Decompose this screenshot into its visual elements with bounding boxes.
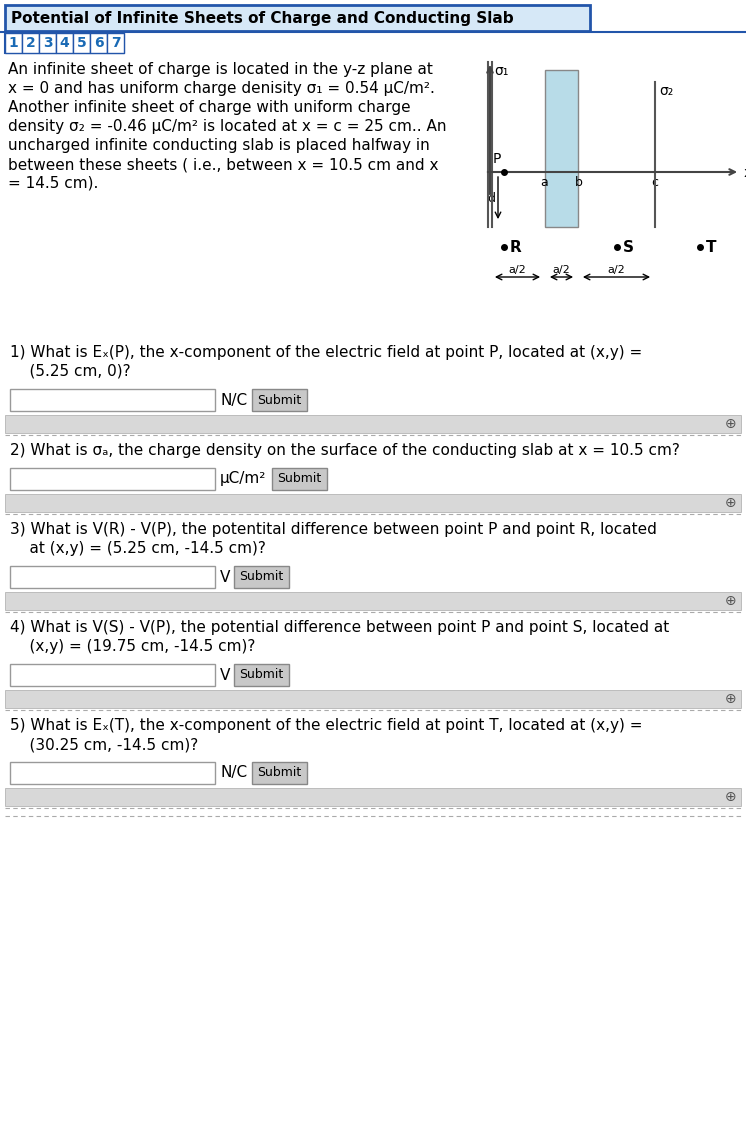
Text: 3: 3 — [43, 37, 52, 50]
Text: An infinite sheet of charge is located in the y-z plane at: An infinite sheet of charge is located i… — [8, 62, 433, 77]
Bar — [73, 33, 90, 53]
Text: 2: 2 — [25, 37, 35, 50]
Text: ⊕: ⊕ — [724, 417, 736, 431]
Bar — [56, 33, 73, 53]
Bar — [234, 566, 289, 588]
Text: V: V — [220, 570, 231, 585]
Bar — [22, 33, 39, 53]
Bar — [5, 415, 741, 433]
Text: Submit: Submit — [278, 473, 322, 485]
Text: Submit: Submit — [257, 766, 301, 780]
Text: (5.25 cm, 0)?: (5.25 cm, 0)? — [10, 364, 131, 379]
Text: 5: 5 — [77, 37, 87, 50]
Text: σ₂: σ₂ — [659, 85, 673, 98]
Text: = 14.5 cm).: = 14.5 cm). — [8, 176, 98, 191]
Text: x: x — [744, 166, 746, 180]
Bar — [10, 762, 215, 785]
Bar — [10, 664, 215, 686]
Text: Submit: Submit — [257, 394, 301, 407]
Text: ⊕: ⊕ — [724, 594, 736, 608]
Text: d: d — [487, 192, 495, 204]
Text: R: R — [510, 240, 521, 255]
Text: 4) What is V(S) - V(P), the potential difference between point P and point S, lo: 4) What is V(S) - V(P), the potential di… — [10, 620, 669, 635]
Text: 1: 1 — [9, 37, 19, 50]
Text: uncharged infinite conducting slab is placed halfway in: uncharged infinite conducting slab is pl… — [8, 138, 430, 153]
Bar — [234, 664, 289, 686]
Text: N/C: N/C — [220, 765, 247, 780]
Text: density σ₂ = -0.46 μC/m² is located at x = c = 25 cm.. An: density σ₂ = -0.46 μC/m² is located at x… — [8, 119, 447, 134]
Text: 6: 6 — [94, 37, 103, 50]
Text: Submit: Submit — [239, 571, 283, 584]
Text: ⊕: ⊕ — [724, 692, 736, 706]
Text: ⊕: ⊕ — [724, 790, 736, 804]
Text: Submit: Submit — [239, 668, 283, 682]
Text: a: a — [540, 176, 548, 188]
Bar — [107, 33, 124, 53]
Bar — [5, 33, 124, 53]
Text: 4: 4 — [60, 37, 69, 50]
Bar — [252, 762, 307, 785]
Text: V: V — [220, 668, 231, 683]
Bar — [10, 566, 215, 588]
Text: (30.25 cm, -14.5 cm)?: (30.25 cm, -14.5 cm)? — [10, 737, 198, 751]
Bar — [545, 70, 578, 227]
Bar — [5, 592, 741, 610]
Text: between these sheets ( i.e., between x = 10.5 cm and x: between these sheets ( i.e., between x =… — [8, 156, 439, 172]
Text: 3) What is V(R) - V(P), the potentital difference between point P and point R, l: 3) What is V(R) - V(P), the potentital d… — [10, 522, 657, 537]
Text: ⊕: ⊕ — [724, 496, 736, 510]
Text: at (x,y) = (5.25 cm, -14.5 cm)?: at (x,y) = (5.25 cm, -14.5 cm)? — [10, 541, 266, 556]
Text: 1) What is Eₓ(P), the x-component of the electric field at point P, located at (: 1) What is Eₓ(P), the x-component of the… — [10, 345, 642, 360]
Text: a/2: a/2 — [608, 265, 625, 275]
Text: Another infinite sheet of charge with uniform charge: Another infinite sheet of charge with un… — [8, 100, 410, 115]
Text: Potential of Infinite Sheets of Charge and Conducting Slab: Potential of Infinite Sheets of Charge a… — [11, 10, 514, 25]
Bar — [272, 468, 327, 490]
Bar — [252, 389, 307, 411]
Bar — [10, 468, 215, 490]
Text: a/2: a/2 — [509, 265, 527, 275]
Text: c: c — [651, 176, 659, 188]
Bar — [10, 389, 215, 411]
Bar — [5, 5, 590, 31]
Text: x = 0 and has uniform charge denisity σ₁ = 0.54 μC/m².: x = 0 and has uniform charge denisity σ₁… — [8, 81, 435, 96]
Text: T: T — [706, 240, 716, 255]
Bar — [90, 33, 107, 53]
Bar — [5, 788, 741, 806]
Bar — [5, 33, 22, 53]
Text: b: b — [575, 176, 583, 188]
Text: μC/m²: μC/m² — [220, 472, 266, 486]
Text: 5) What is Eₓ(T), the x-component of the electric field at point T, located at (: 5) What is Eₓ(T), the x-component of the… — [10, 718, 642, 733]
Text: 7: 7 — [110, 37, 120, 50]
Text: (x,y) = (19.75 cm, -14.5 cm)?: (x,y) = (19.75 cm, -14.5 cm)? — [10, 640, 255, 654]
Text: 2) What is σₐ, the charge density on the surface of the conducting slab at x = 1: 2) What is σₐ, the charge density on the… — [10, 443, 680, 458]
Bar — [39, 33, 56, 53]
Text: N/C: N/C — [220, 393, 247, 408]
Text: P: P — [492, 152, 501, 166]
Text: a/2: a/2 — [553, 265, 571, 275]
Text: S: S — [622, 240, 633, 255]
Text: σ₁: σ₁ — [494, 64, 508, 78]
Bar — [5, 494, 741, 512]
Bar — [5, 690, 741, 708]
